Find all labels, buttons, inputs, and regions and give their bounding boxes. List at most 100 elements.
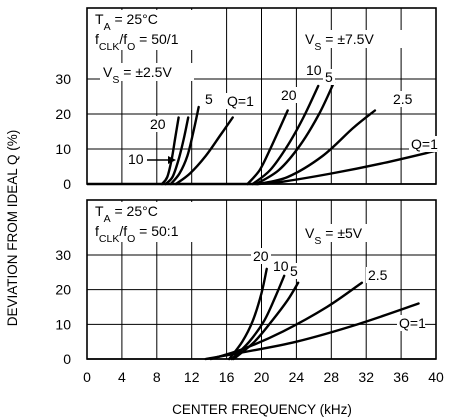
curve-label-top: 2.5: [393, 91, 413, 107]
label-background: [304, 62, 324, 78]
label-background: [279, 87, 299, 103]
top-vs-high-label-part: S: [314, 41, 321, 53]
curve-label-bottom: 5: [290, 263, 298, 279]
bottom-temperature-label: TA = 25°C: [95, 203, 158, 225]
bottom-temperature-label-part: T: [95, 203, 104, 219]
bottom-temperature-label-part: A: [104, 213, 111, 225]
x-tick-label: 8: [153, 369, 161, 385]
top-ratio-label-part: O: [127, 41, 135, 53]
x-tick-label: 12: [184, 369, 200, 385]
series-line-top: [164, 116, 190, 186]
label-background: [302, 30, 412, 48]
leader-arrowhead: [168, 156, 176, 164]
top-ratio-label-part: = 50/1: [135, 31, 178, 47]
bottom-vs-label-part: S: [314, 235, 321, 247]
x-tick-label: 40: [428, 369, 444, 385]
y-tick-label: 20: [55, 282, 71, 298]
top-vs-low-label-part: S: [112, 74, 119, 86]
y-tick-label: 20: [55, 106, 71, 122]
y-tick-label: 0: [63, 176, 71, 192]
label-background: [225, 93, 253, 109]
panel-frames: [86, 7, 437, 360]
bottom-ratio-label-part: f: [95, 223, 99, 239]
curve-label-bottom: Q=1: [399, 315, 426, 331]
series-line-top: [251, 84, 320, 186]
label-background: [148, 116, 168, 132]
curve-label-top: 5: [205, 91, 213, 107]
series-line-top: [256, 109, 377, 186]
x-tick-label: 20: [254, 369, 270, 385]
label-background: [251, 248, 271, 264]
x-tick-label: 4: [118, 369, 126, 385]
top-vs-high-label-part: V: [305, 31, 315, 47]
curve-label-bottom: 10: [273, 258, 289, 274]
x-tick-label: 32: [358, 369, 374, 385]
series-line-top: [255, 81, 336, 186]
top-temperature-label-part: T: [95, 11, 104, 27]
x-tick-label: 24: [289, 369, 305, 385]
y-tick-label: 10: [55, 141, 71, 157]
curve-label-top: 5: [325, 69, 333, 85]
x-tick-label: 28: [324, 369, 340, 385]
label-background: [323, 69, 335, 85]
y-tick-label: 0: [63, 351, 71, 367]
curve-label-top-10-arrow: 10: [128, 151, 144, 167]
bottom-ratio-label-part: O: [127, 233, 135, 245]
bottom-vs-label-part: = ±5V: [321, 225, 362, 241]
x-axis-title: CENTER FREQUENCY (kHz): [172, 402, 352, 417]
label-background: [409, 136, 437, 152]
series-line-bottom: [204, 302, 420, 361]
label-background: [126, 150, 146, 166]
top-vs-low-label-part: = ±2.5V: [119, 64, 172, 80]
x-tick-label: 36: [393, 369, 409, 385]
top-ratio-label-part: CLK: [99, 41, 119, 53]
y-axis-title: DEVIATION FROM IDEAL Q (%): [5, 130, 20, 327]
label-background: [391, 91, 419, 107]
x-tick-label: 16: [219, 369, 235, 385]
bottom-ratio-label: fCLK/fO = 50:1: [95, 223, 179, 245]
series-line-bottom: [228, 267, 268, 361]
top-vs-low-label-part: V: [103, 64, 113, 80]
label-background: [92, 202, 202, 242]
series-line-top: [169, 105, 200, 186]
bottom-ratio-label-part: CLK: [99, 233, 119, 245]
series-line-bottom: [209, 281, 364, 361]
top-ratio-label: fCLK/fO = 50/1: [95, 31, 179, 53]
label-background: [92, 10, 202, 50]
top-temperature-label: TA = 25°C: [95, 11, 158, 33]
curve-label-top: 20: [150, 116, 166, 132]
curve-label-top: Q=1: [227, 93, 254, 109]
top-vs-low-label: VS = ±2.5V: [103, 64, 172, 86]
bottom-temperature-label-part: = 25°C: [111, 203, 158, 219]
top-ratio-label-part: /f: [119, 31, 127, 47]
curve-label-top: 10: [306, 62, 322, 78]
label-background: [288, 263, 300, 279]
series-line-top: [174, 116, 234, 186]
label-background: [302, 224, 386, 242]
series-line-top: [246, 109, 289, 186]
y-tick-label: 30: [55, 71, 71, 87]
label-background: [397, 315, 425, 331]
y-tick-label: 30: [55, 247, 71, 263]
curve-label-top: 20: [281, 87, 297, 103]
curve-label-bottom: 2.5: [368, 267, 388, 283]
top-vs-high-label: VS = ±7.5V: [305, 31, 374, 53]
x-tick-label: 0: [83, 369, 91, 385]
top-vs-high-label-part: = ±7.5V: [321, 31, 374, 47]
label-background: [100, 63, 194, 81]
bottom-ratio-label-part: /f: [119, 223, 127, 239]
top-temperature-label-part: = 25°C: [111, 11, 158, 27]
curve-label-bottom: 20: [253, 248, 269, 264]
label-background: [271, 258, 291, 274]
series-line-top: [256, 149, 438, 186]
bottom-ratio-label-part: = 50:1: [135, 223, 178, 239]
bottom-vs-label: VS = ±5V: [305, 225, 363, 247]
top-ratio-label-part: f: [95, 31, 99, 47]
bottom-vs-label-part: V: [305, 225, 315, 241]
label-background: [203, 91, 215, 107]
top-temperature-label-part: A: [104, 21, 111, 33]
curve-label-top: Q=1: [411, 136, 438, 152]
